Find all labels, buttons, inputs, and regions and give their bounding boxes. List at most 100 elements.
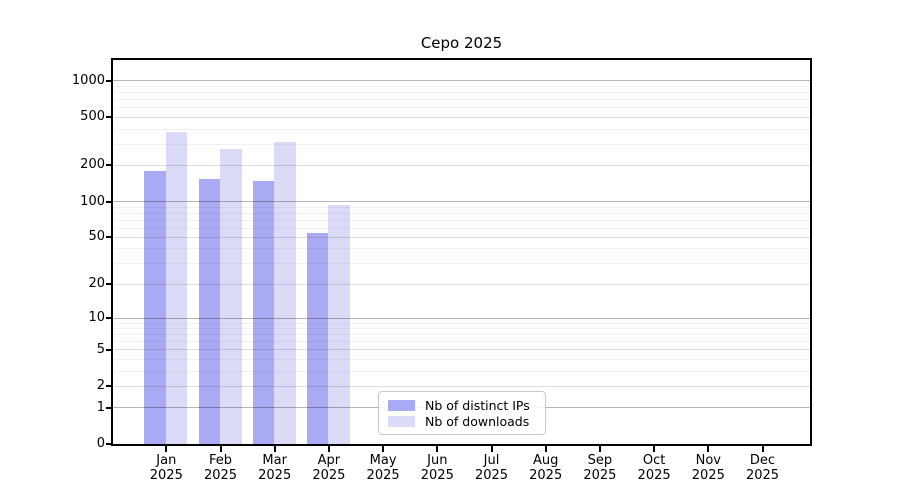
month-label: Jul [483,453,500,468]
year-label: 2025 [529,468,563,483]
gridline-minor [113,128,810,130]
x-axis-tick-label: Jan 2025 [136,453,196,483]
gridline-minor [113,334,810,336]
gridline-major [113,283,810,285]
bar-distinct-ips [306,232,329,444]
y-axis-tick-label: 0 [96,436,105,451]
month-label: Feb [208,453,233,468]
bar-distinct-ips [252,181,275,444]
bar-downloads [165,132,188,444]
gridline-minor [113,227,810,229]
distinct-ips-swatch-icon [388,399,415,411]
year-label: 2025 [691,468,725,483]
x-tick-mark [382,446,385,452]
year-label: 2025 [583,468,617,483]
y-axis-tick-label: 1000 [71,72,105,88]
y-axis-tick-label: 500 [80,109,105,125]
gridline-minor [113,370,810,372]
gridline-minor [113,341,810,343]
x-tick-mark [490,446,493,452]
gridline-minor [113,328,810,329]
x-tick-mark [653,446,656,452]
month-label: Nov [695,453,721,468]
x-axis-tick-label: Mar 2025 [245,453,305,483]
month-label: Aug [532,453,559,468]
gridline-minor [113,212,810,214]
bar-downloads [328,204,350,444]
y-tick-mark [106,317,113,319]
legend: Nb of distinct IPs Nb of downloads [378,391,546,435]
month-label: Jan [156,453,177,468]
x-axis-tick-label: Apr 2025 [299,453,359,483]
year-label: 2025 [474,468,509,483]
year-label: 2025 [637,468,671,483]
month-label: Dec [749,453,776,468]
y-tick-mark [106,443,113,445]
x-axis-tick-label: Jun 2025 [407,453,467,483]
year-label: 2025 [312,468,346,483]
y-axis-tick-label: 50 [88,229,105,245]
gridline-minor [113,86,810,87]
year-label: 2025 [745,468,780,483]
gridline-minor [113,143,810,145]
gridline-major [113,201,810,202]
x-axis-tick-label: Oct 2025 [624,453,684,483]
y-tick-mark [106,348,113,351]
month-label: Oct [642,453,666,468]
gridline-minor [113,107,810,109]
y-tick-mark [106,79,113,82]
legend-item-distinct-ips: Nb of distinct IPs [388,397,545,413]
x-tick-mark [707,446,710,452]
x-tick-mark [273,446,276,452]
y-tick-mark [106,385,113,388]
year-label: 2025 [258,468,292,483]
y-tick-mark [106,406,113,409]
month-label: May [369,453,397,468]
gridline-minor [113,263,810,264]
year-label: 2025 [366,468,400,483]
x-tick-mark [436,446,439,452]
gridline-minor [113,206,810,208]
month-label: Mar [262,453,287,468]
gridline-minor [113,92,810,94]
gridline-major [113,116,810,118]
y-axis-tick-label: 100 [80,193,105,209]
legend-label: Nb of distinct IPs [425,397,530,413]
y-tick-mark [106,200,113,203]
y-tick-mark [106,236,113,239]
y-tick-mark [106,116,113,119]
x-axis-tick-label: Sep 2025 [570,453,630,483]
gridline-major [113,385,810,387]
x-axis-tick-label: Feb 2025 [191,453,251,483]
y-axis-tick-label: 20 [88,276,105,291]
year-label: 2025 [149,468,183,483]
y-tick-mark [106,283,113,285]
y-axis-tick-label: 200 [80,157,105,173]
month-label: Apr [317,453,341,468]
gridline-major [113,317,810,319]
gridline-minor [113,322,810,324]
chart-title: Cepo 2025 [420,34,503,52]
gridline-major [113,164,810,166]
gridline-major [113,80,810,82]
bar-downloads [220,149,242,444]
month-label: Sep [587,453,613,468]
y-axis-tick-label: 5 [96,341,105,357]
legend-label: Nb of downloads [425,413,530,429]
x-axis-tick-label: Jul 2025 [462,453,522,483]
gridline-major [113,236,810,238]
gridline-minor [113,99,810,101]
year-label: 2025 [203,468,238,483]
gridline-major [113,349,810,351]
bar-downloads [274,141,296,444]
x-axis-tick-label: May 2025 [353,453,413,483]
x-axis-tick-label: Nov 2025 [678,453,738,483]
x-tick-mark [219,446,222,452]
gridline-minor [113,248,810,250]
y-tick-mark [106,164,113,167]
y-axis-tick-label: 1 [96,399,105,415]
gridline-minor [113,358,810,360]
x-tick-mark [165,446,168,452]
bar-distinct-ips [198,179,220,444]
